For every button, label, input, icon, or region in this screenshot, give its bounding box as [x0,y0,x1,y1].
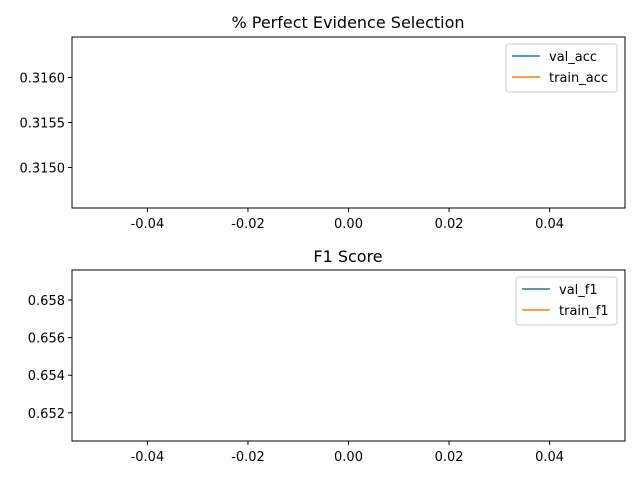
x-tick-label: -0.04 [131,450,165,465]
y-tick-label: 0.654 [28,369,65,384]
x-tick-label: 0.04 [535,217,564,232]
x-axis: -0.04 -0.02 0.00 0.02 0.04 [131,208,564,232]
x-tick-label: 0.02 [435,450,464,465]
subplot-f1-score: F1 Score -0.04 -0.02 0.00 0.02 0.04 0.6520.6… [28,247,626,465]
legend: val_acc train_acc [505,43,618,93]
y-tick-label: 0.652 [28,407,65,422]
subplot-perfect-evidence: % Perfect Evidence Selection -0.04 -0.02 0… [20,13,626,232]
chart-title: % Perfect Evidence Selection [231,13,464,32]
y-tick-label: 0.3155 [20,117,66,132]
y-axis: 0.3150 0.3155 0.3160 [20,72,72,177]
x-axis: -0.04 -0.02 0.00 0.02 0.04 [131,441,564,465]
y-axis: 0.652 0.654 0.656 0.658 [28,294,72,422]
y-tick-label: 0.656 [28,332,65,347]
legend-label-train-f1: train_f1 [559,304,609,319]
legend-label-val-f1: val_f1 [559,283,598,298]
legend-label-train-acc: train_acc [549,71,608,86]
y-tick-label: 0.3160 [20,72,66,87]
x-tick-label: -0.02 [231,217,265,232]
x-tick-label: 0.00 [334,450,363,465]
legend: val_f1 train_f1 [515,276,618,326]
x-tick-label: 0.04 [535,450,564,465]
x-tick-label: 0.00 [334,217,363,232]
legend-label-val-acc: val_acc [549,50,597,65]
y-tick-label: 0.3150 [20,162,66,177]
x-tick-label: 0.02 [435,217,464,232]
x-tick-label: -0.02 [231,450,265,465]
chart-title: F1 Score [313,247,382,266]
y-tick-label: 0.658 [28,294,65,309]
x-tick-label: -0.04 [131,217,165,232]
